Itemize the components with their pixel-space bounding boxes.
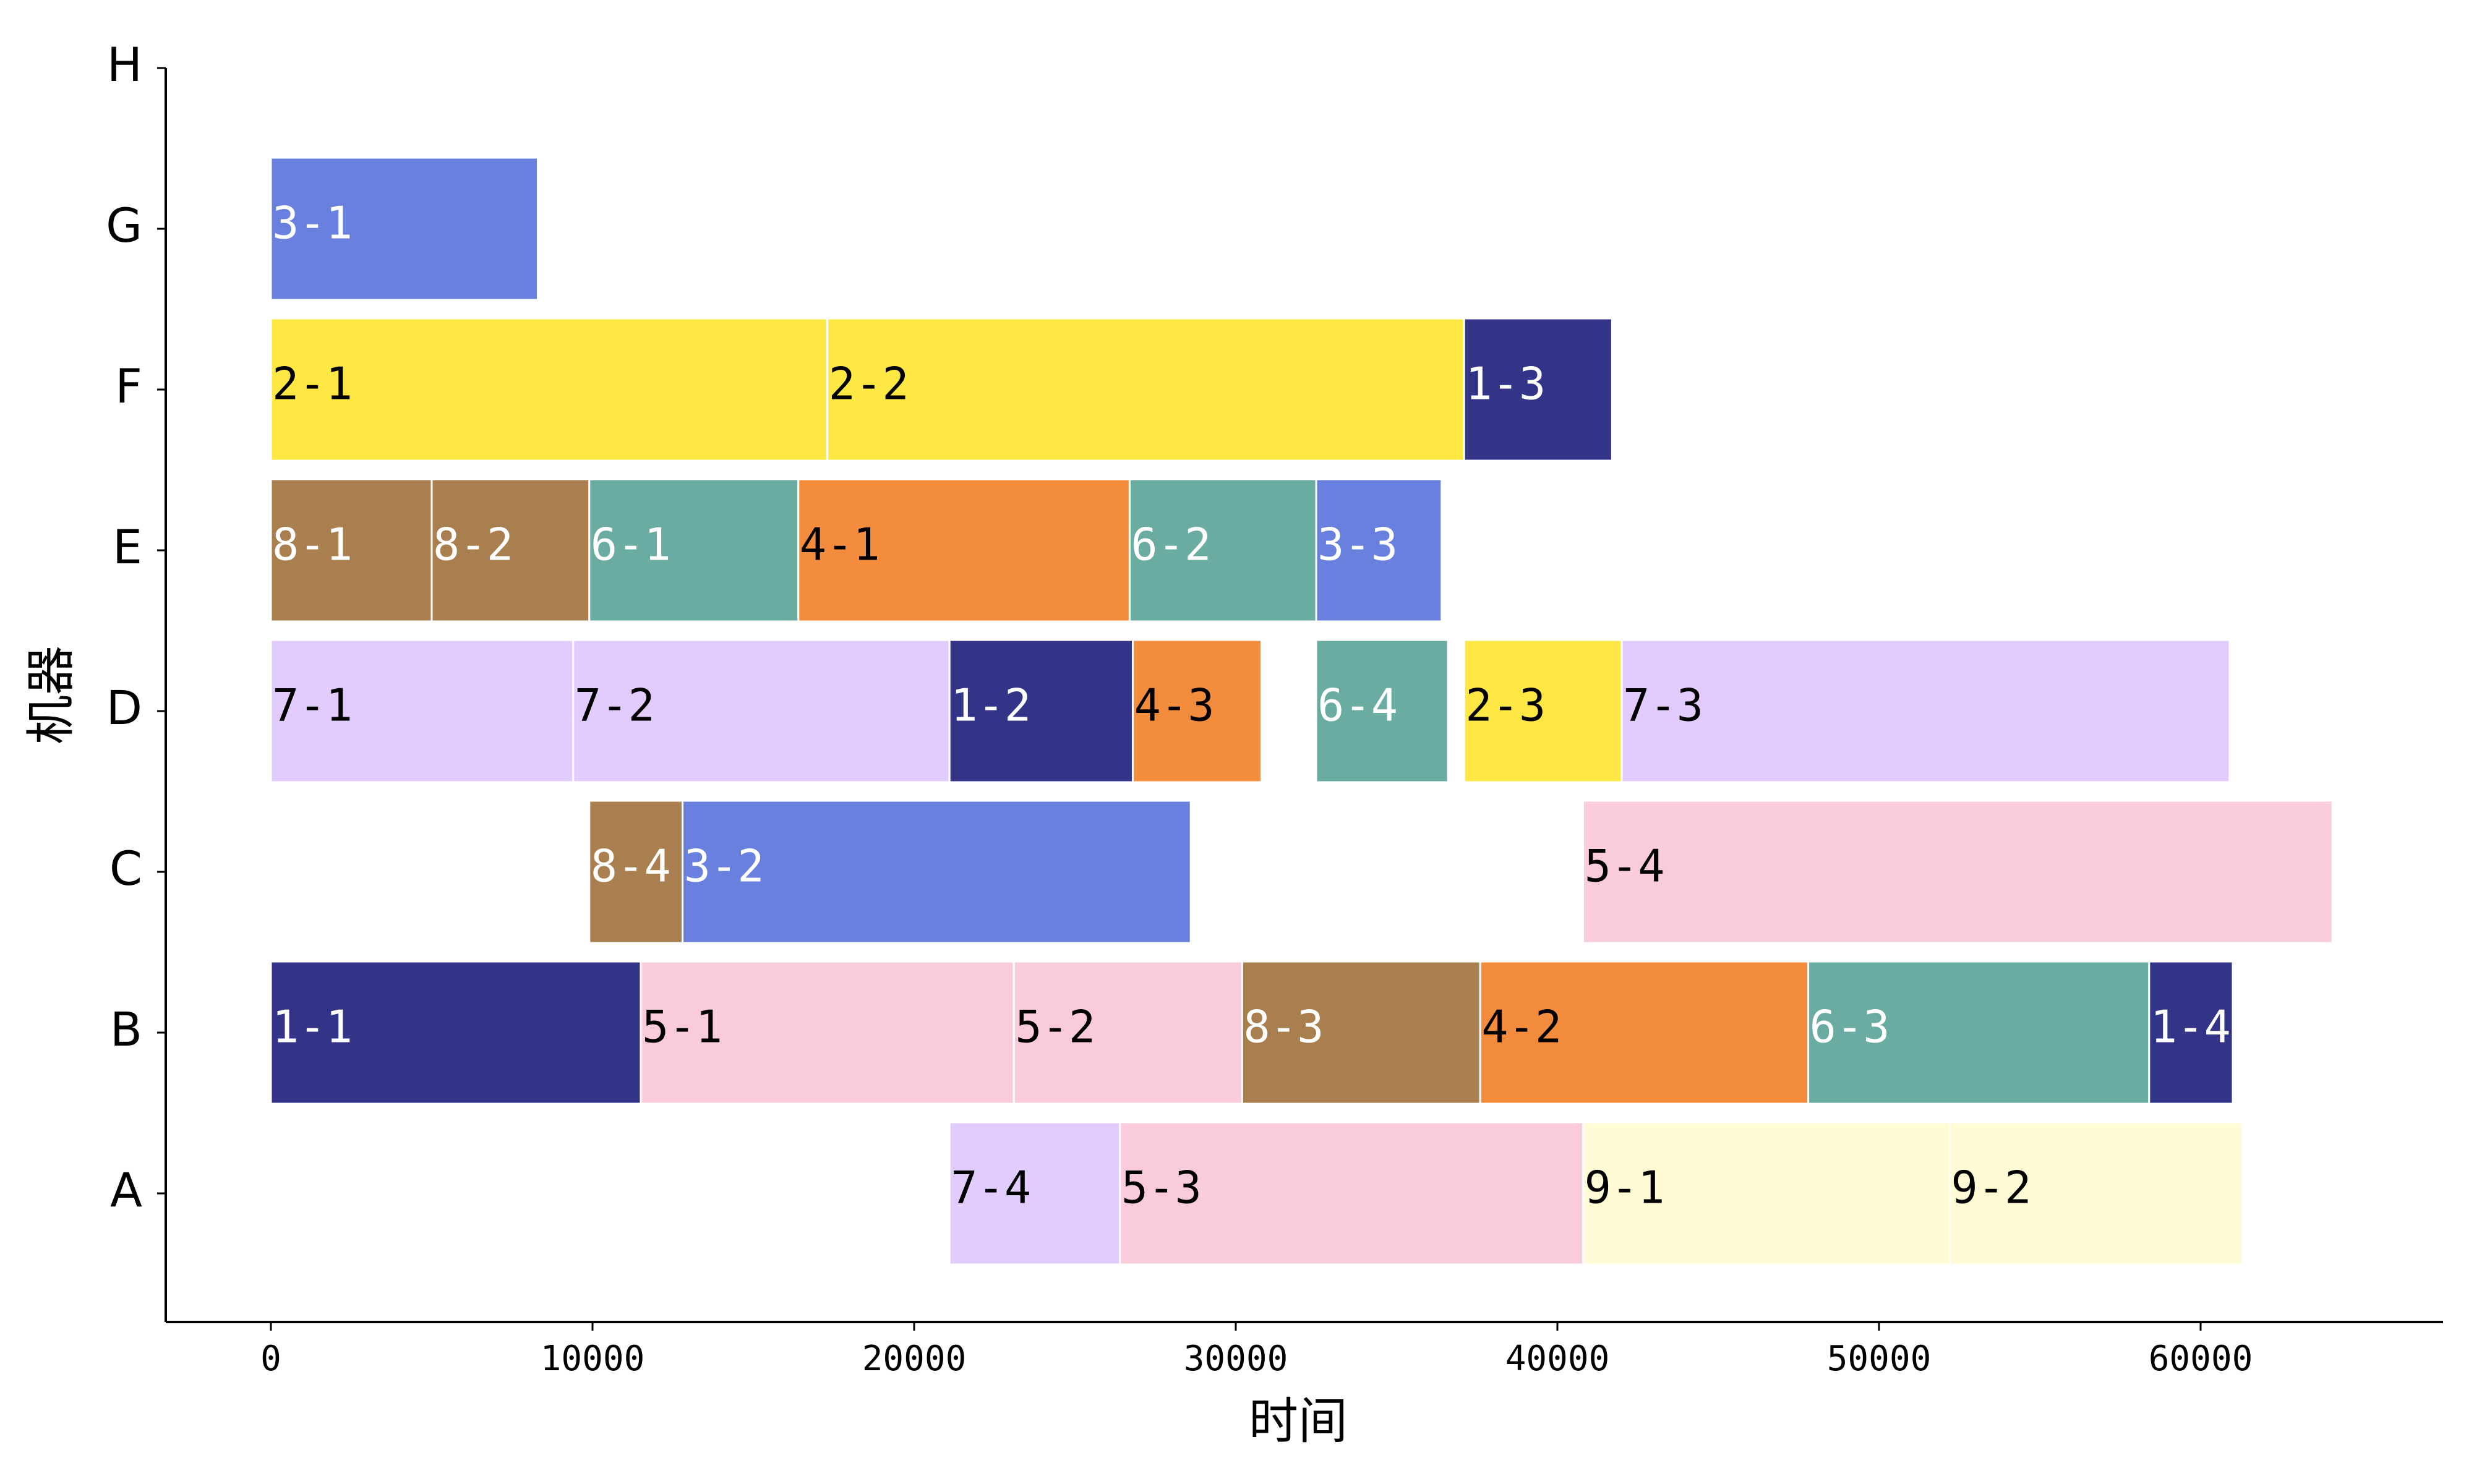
y-tick-label-G: G — [106, 198, 142, 253]
task-bar-6-1 — [588, 478, 800, 623]
task-bar-7-2 — [572, 639, 951, 783]
task-bar-6-2 — [1128, 478, 1317, 623]
y-axis-title: 机器 — [22, 646, 80, 744]
task-label-7-1: 7-1 — [272, 680, 353, 731]
task-label-7-2: 7-2 — [575, 680, 655, 731]
task-label-9-2: 9-2 — [1951, 1162, 2031, 1214]
task-bar-3-1 — [270, 156, 539, 301]
task-label-5-4: 5-4 — [1585, 840, 1665, 892]
task-label-9-1: 9-1 — [1585, 1162, 1665, 1214]
x-tick-label: 40000 — [1505, 1339, 1610, 1379]
x-tick-label: 30000 — [1184, 1339, 1288, 1379]
task-bar-8-2 — [430, 478, 591, 623]
task-label-6-2: 6-2 — [1131, 519, 1211, 571]
bars-layer: 3-1 2-1 2-2 1-3 8-1 8-2 6-1 4-1 6-2 3-3 7-1 7-2 1-2 4… — [270, 156, 2334, 1266]
task-label-4-2: 4-2 — [1481, 1001, 1562, 1053]
task-label-3-1: 3-1 — [272, 197, 353, 249]
y-ticks: A B C D E F G H — [106, 37, 166, 1217]
task-label-2-2: 2-2 — [829, 358, 909, 410]
task-bar-5-4 — [1582, 800, 2334, 944]
task-label-2-3: 2-3 — [1465, 680, 1546, 731]
task-bar-8-1 — [270, 478, 433, 623]
task-label-3-2: 3-2 — [684, 840, 764, 892]
y-tick-label-F: F — [115, 359, 142, 414]
y-tick-label-C: C — [109, 841, 142, 896]
task-bar-3-2 — [682, 800, 1192, 944]
task-bar-9-2 — [1948, 1121, 2244, 1266]
task-bar-3-3 — [1315, 478, 1443, 623]
task-bar-4-2 — [1479, 960, 1810, 1105]
task-label-6-1: 6-1 — [591, 519, 671, 571]
task-bar-6-4 — [1315, 639, 1449, 783]
x-ticks: 0 10000 20000 30000 40000 50000 60000 — [260, 1322, 2253, 1379]
task-label-2-1: 2-1 — [272, 358, 353, 410]
task-label-7-3: 7-3 — [1623, 680, 1703, 731]
x-tick-label: 60000 — [2149, 1339, 2253, 1379]
task-label-1-4: 1-4 — [2151, 1001, 2231, 1053]
task-bar-4-3 — [1132, 639, 1263, 783]
task-label-5-1: 5-1 — [642, 1001, 722, 1053]
task-bar-2-1 — [270, 317, 829, 462]
task-label-8-3: 8-3 — [1243, 1001, 1324, 1053]
task-label-1-3: 1-3 — [1465, 358, 1546, 410]
y-tick-label-E: E — [113, 519, 142, 574]
y-tick-label-B: B — [110, 1002, 142, 1057]
task-label-1-1: 1-1 — [272, 1001, 353, 1053]
task-label-1-2: 1-2 — [951, 680, 1031, 731]
task-label-3-3: 3-3 — [1317, 519, 1398, 571]
y-tick-label-H: H — [107, 37, 142, 92]
x-tick-label: 50000 — [1827, 1339, 1932, 1379]
task-bar-8-3 — [1241, 960, 1481, 1105]
task-bar-4-1 — [797, 478, 1131, 623]
task-label-8-4: 8-4 — [591, 840, 671, 892]
task-bar-5-2 — [1012, 960, 1243, 1105]
task-bar-5-1 — [640, 960, 1015, 1105]
task-label-5-2: 5-2 — [1015, 1001, 1095, 1053]
task-label-7-4: 7-4 — [951, 1162, 1031, 1214]
task-label-4-1: 4-1 — [800, 519, 880, 571]
x-tick-label: 10000 — [541, 1339, 645, 1379]
task-label-8-1: 8-1 — [272, 519, 353, 571]
y-tick-label-D: D — [106, 680, 142, 735]
task-bar-7-1 — [270, 639, 575, 783]
task-label-8-2: 8-2 — [433, 519, 513, 571]
task-label-6-3: 6-3 — [1810, 1001, 1890, 1053]
task-bar-1-1 — [270, 960, 642, 1105]
task-label-6-4: 6-4 — [1317, 680, 1398, 731]
y-tick-label-A: A — [110, 1162, 142, 1217]
task-label-5-3: 5-3 — [1121, 1162, 1202, 1214]
x-tick-label: 0 — [260, 1339, 281, 1379]
task-bar-1-4 — [2148, 960, 2234, 1105]
task-bar-6-3 — [1807, 960, 2151, 1105]
task-bar-2-3 — [1463, 639, 1623, 783]
task-bar-7-3 — [1620, 639, 2231, 783]
task-bar-1-3 — [1463, 317, 1613, 462]
task-bar-5-3 — [1119, 1121, 1585, 1266]
task-bar-2-2 — [826, 317, 1465, 462]
task-label-4-3: 4-3 — [1134, 680, 1215, 731]
x-tick-label: 20000 — [862, 1339, 967, 1379]
axes-layer — [165, 68, 2443, 1323]
x-axis-title: 时间 — [1249, 1392, 1348, 1450]
